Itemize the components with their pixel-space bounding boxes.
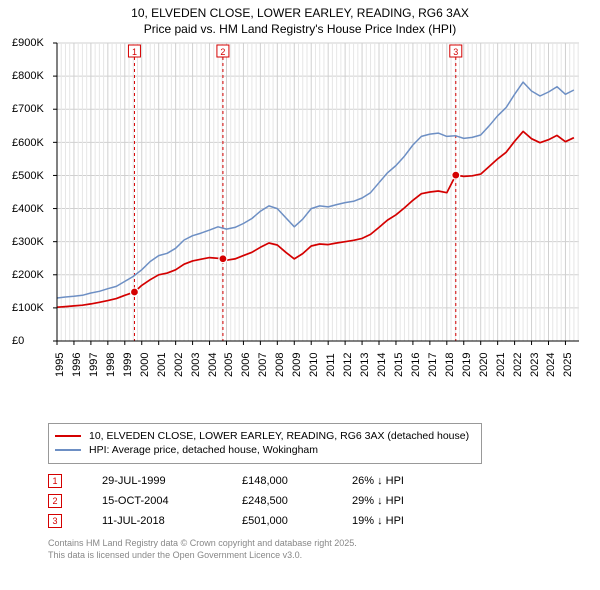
x-tick-label: 2019 xyxy=(461,353,473,377)
event-marker: 3 xyxy=(48,514,62,528)
chart: 1 2 3 £0 £100K £200K £300K £400K £500K £600K £700… xyxy=(15,43,585,383)
svg-text:3: 3 xyxy=(453,47,458,57)
event-marker: 1 xyxy=(48,474,62,488)
event-date: 29-JUL-1999 xyxy=(102,475,242,487)
legend-swatch-price-paid xyxy=(55,435,81,437)
x-tick-label: 2017 xyxy=(427,353,439,377)
event-row: 3 11-JUL-2018£501,00019% ↓ HPI xyxy=(48,514,594,528)
y-tick-label: £200K xyxy=(12,269,44,281)
x-tick-label: 2003 xyxy=(190,353,202,377)
x-tick-label: 2008 xyxy=(274,353,286,377)
event-delta: 29% ↓ HPI xyxy=(352,495,404,507)
event-price: £148,000 xyxy=(242,475,352,487)
event-date: 15-OCT-2004 xyxy=(102,495,242,507)
x-tick-label: 2022 xyxy=(512,353,524,377)
y-tick-label: £900K xyxy=(12,37,44,49)
event-delta: 26% ↓ HPI xyxy=(352,475,404,487)
event-row: 1 29-JUL-1999£148,00026% ↓ HPI xyxy=(48,474,594,488)
x-tick-label: 2012 xyxy=(342,353,354,377)
x-tick-label: 2013 xyxy=(359,353,371,377)
event-table: 1 29-JUL-1999£148,00026% ↓ HPI 2 15-OCT-200… xyxy=(48,474,594,528)
x-tick-label: 2002 xyxy=(173,353,185,377)
x-tick-label: 1995 xyxy=(54,353,66,377)
legend-row: HPI: Average price, detached house, Woki… xyxy=(55,444,475,456)
x-tick-label: 2005 xyxy=(223,353,235,377)
y-tick-label: £0 xyxy=(12,335,24,347)
x-tick-label: 2000 xyxy=(139,353,151,377)
event-marker: 2 xyxy=(48,494,62,508)
y-tick-label: £500K xyxy=(12,170,44,182)
y-tick-label: £100K xyxy=(12,302,44,314)
x-tick-label: 2016 xyxy=(410,353,422,377)
y-tick-label: £600K xyxy=(12,137,44,149)
legend-swatch-hpi xyxy=(55,449,81,451)
x-tick-label: 2015 xyxy=(393,353,405,377)
x-tick-label: 2020 xyxy=(478,353,490,377)
x-tick-label: 2021 xyxy=(495,353,507,377)
x-tick-label: 2018 xyxy=(444,353,456,377)
legend: 10, ELVEDEN CLOSE, LOWER EARLEY, READING… xyxy=(48,423,482,464)
x-tick-label: 2014 xyxy=(376,353,388,377)
y-tick-label: £800K xyxy=(12,70,44,82)
x-tick-label: 2023 xyxy=(529,353,541,377)
x-tick-label: 1999 xyxy=(122,353,134,377)
x-tick-label: 2009 xyxy=(291,353,303,377)
event-delta: 19% ↓ HPI xyxy=(352,515,404,527)
footer-line1: Contains HM Land Registry data © Crown c… xyxy=(48,538,594,550)
svg-text:2: 2 xyxy=(220,47,225,57)
x-tick-label: 2024 xyxy=(545,353,557,377)
x-tick-label: 2004 xyxy=(207,353,219,377)
x-tick-label: 2001 xyxy=(156,353,168,377)
footer-line2: This data is licensed under the Open Gov… xyxy=(48,550,594,562)
legend-label-hpi: HPI: Average price, detached house, Woki… xyxy=(89,444,318,456)
x-tick-label: 2011 xyxy=(325,354,337,378)
x-tick-label: 2025 xyxy=(562,353,574,377)
y-tick-label: £300K xyxy=(12,236,44,248)
legend-label-price-paid: 10, ELVEDEN CLOSE, LOWER EARLEY, READING… xyxy=(89,430,469,442)
chart-svg: 1 2 3 xyxy=(15,43,585,383)
attribution-footer: Contains HM Land Registry data © Crown c… xyxy=(48,538,594,561)
y-tick-label: £700K xyxy=(12,103,44,115)
event-price: £248,500 xyxy=(242,495,352,507)
event-price: £501,000 xyxy=(242,515,352,527)
x-tick-label: 2006 xyxy=(240,353,252,377)
x-tick-label: 1998 xyxy=(105,353,117,377)
legend-row: 10, ELVEDEN CLOSE, LOWER EARLEY, READING… xyxy=(55,430,475,442)
x-tick-label: 1997 xyxy=(88,353,100,377)
chart-title-line1: 10, ELVEDEN CLOSE, LOWER EARLEY, READING… xyxy=(6,6,594,22)
y-tick-label: £400K xyxy=(12,203,44,215)
x-tick-label: 1996 xyxy=(71,353,83,377)
x-tick-label: 2010 xyxy=(308,353,320,377)
chart-title-line2: Price paid vs. HM Land Registry's House … xyxy=(6,22,594,38)
x-tick-label: 2007 xyxy=(257,353,269,377)
svg-text:1: 1 xyxy=(132,47,137,57)
event-row: 2 15-OCT-2004£248,50029% ↓ HPI xyxy=(48,494,594,508)
event-date: 11-JUL-2018 xyxy=(102,515,242,527)
